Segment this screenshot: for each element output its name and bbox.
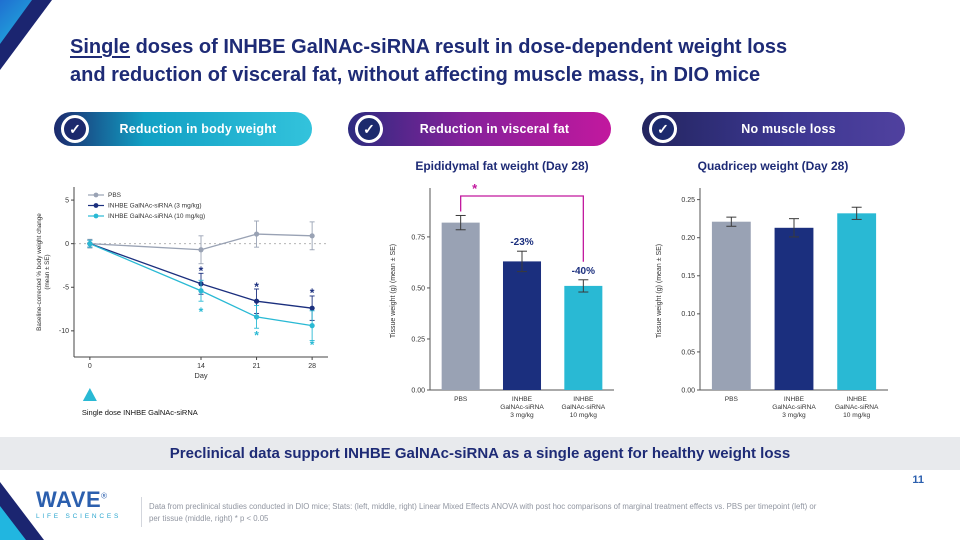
footnote-line2: per tissue (middle, right) * p < 0.05 — [149, 514, 269, 524]
svg-text:0.15: 0.15 — [681, 273, 695, 280]
svg-text:3 mg/kg: 3 mg/kg — [782, 412, 806, 419]
svg-text:14: 14 — [197, 363, 205, 370]
title-line2: and reduction of visceral fat, without a… — [70, 64, 761, 87]
svg-text:5: 5 — [65, 197, 69, 204]
check-icon: ✓ — [61, 115, 89, 143]
svg-text:Tissue weight (g) (mean ± SE): Tissue weight (g) (mean ± SE) — [390, 244, 397, 338]
svg-text:Baseline-corrected % body weig: Baseline-corrected % body weight change — [36, 213, 43, 331]
page-title: Single doses of INHBE GalNAc-siRNA resul… — [70, 33, 902, 90]
footer-divider — [141, 497, 142, 527]
banner-visceral-fat-label: Reduction in visceral fat — [419, 122, 570, 136]
svg-text:0.25: 0.25 — [411, 336, 425, 343]
svg-text:10 mg/kg: 10 mg/kg — [843, 412, 870, 419]
svg-text:*: * — [472, 181, 478, 196]
svg-text:3 mg/kg: 3 mg/kg — [510, 412, 534, 419]
wave-logo-word: WAVE® — [36, 489, 121, 511]
svg-text:*: * — [199, 305, 204, 319]
svg-text:GalNAc-siRNA: GalNAc-siRNA — [562, 404, 606, 411]
epididymal-fat-bar-chart: 0.00 0.25 0.50 0.75 Tissue weight (g) (mean … — [390, 181, 614, 419]
svg-text:0.05: 0.05 — [681, 349, 695, 356]
svg-text:-10: -10 — [59, 328, 69, 335]
svg-text:GalNAc-siRNA: GalNAc-siRNA — [835, 404, 879, 411]
banner-no-muscle-loss-label: No muscle loss — [741, 122, 836, 136]
svg-text:INHBE: INHBE — [847, 396, 868, 403]
svg-text:0.10: 0.10 — [681, 311, 695, 318]
svg-text:*: * — [310, 338, 315, 352]
footnote-line1: Data from preclinical studies conducted … — [149, 502, 817, 511]
registered-mark-icon: ® — [101, 491, 108, 501]
svg-text:0.00: 0.00 — [411, 387, 425, 394]
svg-text:*: * — [199, 264, 204, 278]
page-number: 11 — [912, 474, 924, 486]
body-weight-line-chart: 5 0 -5 -10 0 14 21 28 Day Baseline-corrected % bo… — [36, 187, 328, 417]
wave-logo-subtitle: LIFE SCIENCES — [36, 513, 122, 520]
svg-text:Single dose INHBE GalNAc-siRNA: Single dose INHBE GalNAc-siRNA — [82, 408, 198, 417]
check-icon: ✓ — [649, 115, 677, 143]
svg-text:0.50: 0.50 — [411, 285, 425, 292]
svg-text:(mean ± SE): (mean ± SE) — [44, 254, 51, 289]
title-underlined-word: Single — [70, 36, 131, 58]
epididymal-chart-title: Epididymal fat weight (Day 28) — [415, 159, 589, 173]
svg-text:-23%: -23% — [510, 237, 533, 248]
svg-text:PBS: PBS — [454, 396, 468, 403]
wave-logo-text: WAVE — [36, 487, 102, 512]
svg-text:INHBE GalNAc-siRNA (10 mg/kg): INHBE GalNAc-siRNA (10 mg/kg) — [108, 213, 205, 220]
svg-text:INHBE GalNAc-siRNA (3 mg/kg): INHBE GalNAc-siRNA (3 mg/kg) — [108, 203, 202, 210]
footnote: Data from preclinical studies conducted … — [149, 501, 931, 525]
quadricep-bar-chart: 0.00 0.05 0.10 0.15 0.20 0.25 Tissue weight (g… — [656, 188, 888, 419]
svg-text:10 mg/kg: 10 mg/kg — [570, 412, 597, 419]
svg-text:0.75: 0.75 — [411, 234, 425, 241]
banner-body-weight-label: Reduction in body weight — [119, 122, 277, 136]
takeaway-banner: Preclinical data support INHBE GalNAc-si… — [0, 437, 960, 470]
banner-visceral-fat: ✓ Reduction in visceral fat — [348, 112, 611, 146]
quadricep-chart-title: Quadricep weight (Day 28) — [697, 159, 849, 173]
svg-text:Day: Day — [194, 371, 208, 380]
svg-text:Tissue weight (g) (mean ± SE): Tissue weight (g) (mean ± SE) — [656, 244, 663, 338]
svg-text:28: 28 — [308, 363, 316, 370]
svg-text:PBS: PBS — [725, 396, 739, 403]
svg-text:GalNAc-siRNA: GalNAc-siRNA — [772, 404, 816, 411]
svg-text:0.00: 0.00 — [681, 387, 695, 394]
svg-text:0: 0 — [88, 363, 92, 370]
svg-text:21: 21 — [253, 363, 261, 370]
svg-text:INHBE: INHBE — [784, 396, 805, 403]
svg-text:0.20: 0.20 — [681, 235, 695, 242]
svg-text:0.25: 0.25 — [681, 197, 695, 204]
check-icon: ✓ — [355, 115, 383, 143]
wave-logo: WAVE® LIFE SCIENCES — [36, 489, 122, 521]
svg-text:-40%: -40% — [572, 266, 595, 277]
svg-text:-5: -5 — [63, 285, 69, 292]
svg-text:INHBE: INHBE — [512, 396, 533, 403]
svg-text:GalNAc-siRNA: GalNAc-siRNA — [500, 404, 544, 411]
banner-body-weight: ✓ Reduction in body weight — [54, 112, 312, 146]
svg-text:0: 0 — [65, 241, 69, 248]
svg-text:*: * — [254, 329, 259, 343]
svg-text:INHBE: INHBE — [573, 396, 594, 403]
banner-no-muscle-loss: ✓ No muscle loss — [642, 112, 905, 146]
title-line1-rest: doses of INHBE GalNAc-siRNA result in do… — [130, 36, 788, 58]
svg-text:*: * — [254, 280, 259, 294]
svg-text:*: * — [310, 286, 315, 300]
svg-text:PBS: PBS — [108, 192, 122, 199]
